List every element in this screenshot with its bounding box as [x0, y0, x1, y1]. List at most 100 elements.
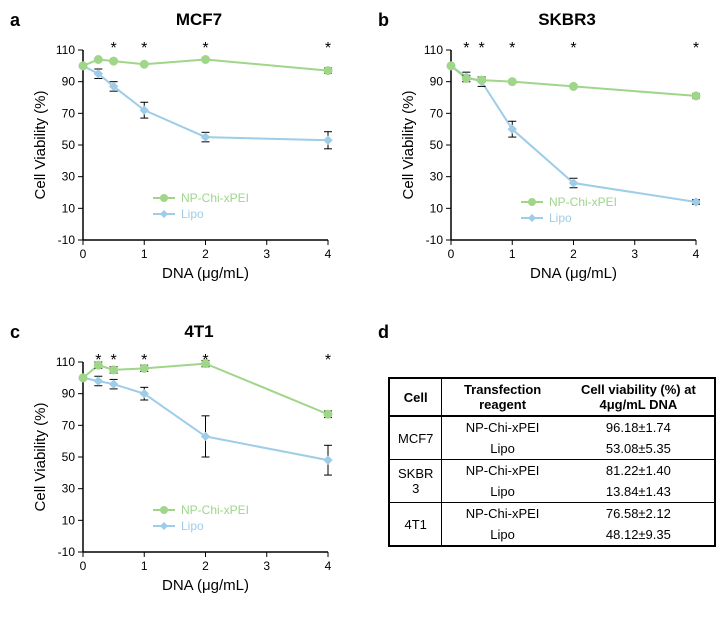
cell-name: MCF7: [389, 416, 442, 460]
chart-b: 01234-101030507090110DNA (μg/mL)Cell Via…: [396, 32, 716, 302]
panel-label-d: d: [378, 322, 389, 343]
panel-b: b SKBR3 01234-101030507090110DNA (μg/mL)…: [378, 10, 716, 302]
svg-text:1: 1: [509, 247, 516, 261]
cell-reagent: Lipo: [442, 524, 563, 546]
svg-text:*: *: [570, 40, 576, 57]
cell-val: 81.22±1.40: [563, 460, 715, 482]
svg-text:*: *: [141, 352, 147, 369]
th-cell: Cell: [389, 378, 442, 416]
panel-label-c: c: [10, 322, 20, 343]
svg-text:NP-Chi-xPEI: NP-Chi-xPEI: [181, 191, 249, 205]
svg-text:0: 0: [80, 247, 87, 261]
svg-text:4: 4: [325, 247, 332, 261]
panel-d: d Cell Transfection reagent Cell viabili…: [378, 322, 716, 614]
svg-text:DNA (μg/mL): DNA (μg/mL): [162, 577, 249, 594]
cell-val: 96.18±1.74: [563, 416, 715, 438]
svg-text:1: 1: [141, 247, 148, 261]
svg-text:110: 110: [424, 43, 443, 57]
table-body: MCF7 NP-Chi-xPEI 96.18±1.74 Lipo 53.08±5…: [389, 416, 715, 546]
svg-text:Cell Viability (%): Cell Viability (%): [400, 91, 417, 200]
svg-text:50: 50: [62, 450, 76, 464]
cell-reagent: NP-Chi-xPEI: [442, 503, 563, 525]
svg-text:-10: -10: [426, 233, 444, 247]
svg-text:*: *: [693, 40, 699, 57]
th-reagent: Transfection reagent: [442, 378, 563, 416]
cell-val: 53.08±5.35: [563, 438, 715, 460]
svg-text:3: 3: [263, 559, 270, 573]
svg-text:*: *: [479, 40, 485, 57]
svg-text:NP-Chi-xPEI: NP-Chi-xPEI: [549, 195, 617, 209]
svg-text:Lipo: Lipo: [181, 207, 204, 221]
svg-text:NP-Chi-xPEI: NP-Chi-xPEI: [181, 503, 249, 517]
figure-grid: a MCF7 01234-101030507090110DNA (μg/mL)C…: [10, 10, 712, 614]
svg-text:70: 70: [430, 106, 444, 120]
svg-text:110: 110: [56, 355, 75, 369]
panel-label-a: a: [10, 10, 20, 31]
chart-title-c: 4T1: [50, 322, 348, 342]
svg-text:90: 90: [62, 387, 76, 401]
table-row: SKBR3 NP-Chi-xPEI 81.22±1.40: [389, 460, 715, 482]
svg-text:90: 90: [62, 75, 76, 89]
svg-text:70: 70: [62, 106, 76, 120]
svg-text:*: *: [325, 40, 331, 57]
cell-val: 13.84±1.43: [563, 481, 715, 503]
cell-name: 4T1: [389, 503, 442, 547]
svg-text:0: 0: [80, 559, 87, 573]
svg-text:30: 30: [62, 482, 76, 496]
svg-text:*: *: [141, 40, 147, 57]
svg-text:*: *: [202, 352, 208, 369]
chart-a: 0 1 2 3 4 -10 10 30 50 70 90 110 DNA (μg/mL) Cell Via…: [28, 32, 348, 302]
svg-text:10: 10: [62, 201, 76, 215]
svg-text:Cell Viability (%): Cell Viability (%): [32, 403, 49, 512]
svg-text:*: *: [325, 352, 331, 369]
chart-title-b: SKBR3: [418, 10, 716, 30]
svg-text:*: *: [509, 40, 515, 57]
table-row: 4T1 NP-Chi-xPEI 76.58±2.12: [389, 503, 715, 525]
svg-text:DNA (μg/mL): DNA (μg/mL): [530, 265, 617, 282]
panel-c: c 4T1 0 1 2 3 4 -10 10 30 50 70 90 110 DNA (μg/mL) Ce…: [10, 322, 348, 614]
table-header-row: Cell Transfection reagent Cell viability…: [389, 378, 715, 416]
svg-text:*: *: [202, 40, 208, 57]
svg-text:DNA (μg/mL): DNA (μg/mL): [162, 265, 249, 282]
svg-text:-10: -10: [58, 233, 76, 247]
svg-text:Cell Viability (%): Cell Viability (%): [32, 91, 49, 200]
cell-reagent: Lipo: [442, 438, 563, 460]
chart-c: 0 1 2 3 4 -10 10 30 50 70 90 110 DNA (μg/mL) Cell Via…: [28, 344, 348, 614]
svg-text:4: 4: [693, 247, 700, 261]
chart-title-a: MCF7: [50, 10, 348, 30]
svg-text:Lipo: Lipo: [549, 211, 572, 225]
svg-text:30: 30: [430, 170, 444, 184]
panel-label-b: b: [378, 10, 389, 31]
svg-text:50: 50: [430, 138, 444, 152]
svg-text:70: 70: [62, 418, 76, 432]
svg-text:10: 10: [62, 513, 76, 527]
cell-reagent: NP-Chi-xPEI: [442, 460, 563, 482]
svg-text:*: *: [463, 40, 469, 57]
viability-table: Cell Transfection reagent Cell viability…: [388, 377, 716, 547]
th-viability: Cell viability (%) at 4μg/mL DNA: [563, 378, 715, 416]
cell-name: SKBR3: [389, 460, 442, 503]
svg-text:110: 110: [56, 43, 75, 57]
svg-text:2: 2: [202, 247, 209, 261]
table-row: MCF7 NP-Chi-xPEI 96.18±1.74: [389, 416, 715, 438]
cell-val: 76.58±2.12: [563, 503, 715, 525]
svg-text:2: 2: [202, 559, 209, 573]
svg-text:3: 3: [263, 247, 270, 261]
panel-a: a MCF7 0 1 2 3 4 -10 10 30 50 70 90 110 DNA (μg/mL) C…: [10, 10, 348, 302]
svg-text:Lipo: Lipo: [181, 519, 204, 533]
cell-reagent: Lipo: [442, 481, 563, 503]
svg-text:50: 50: [62, 138, 76, 152]
svg-text:-10: -10: [58, 545, 76, 559]
svg-text:90: 90: [430, 75, 444, 89]
svg-text:*: *: [111, 40, 117, 57]
cell-val: 48.12±9.35: [563, 524, 715, 546]
cell-reagent: NP-Chi-xPEI: [442, 416, 563, 438]
svg-text:4: 4: [325, 559, 332, 573]
viability-table-wrap: Cell Transfection reagent Cell viability…: [388, 377, 716, 547]
svg-text:0: 0: [448, 247, 455, 261]
svg-text:2: 2: [570, 247, 577, 261]
svg-text:1: 1: [141, 559, 148, 573]
svg-text:*: *: [111, 352, 117, 369]
svg-text:30: 30: [62, 170, 76, 184]
svg-text:10: 10: [430, 201, 444, 215]
